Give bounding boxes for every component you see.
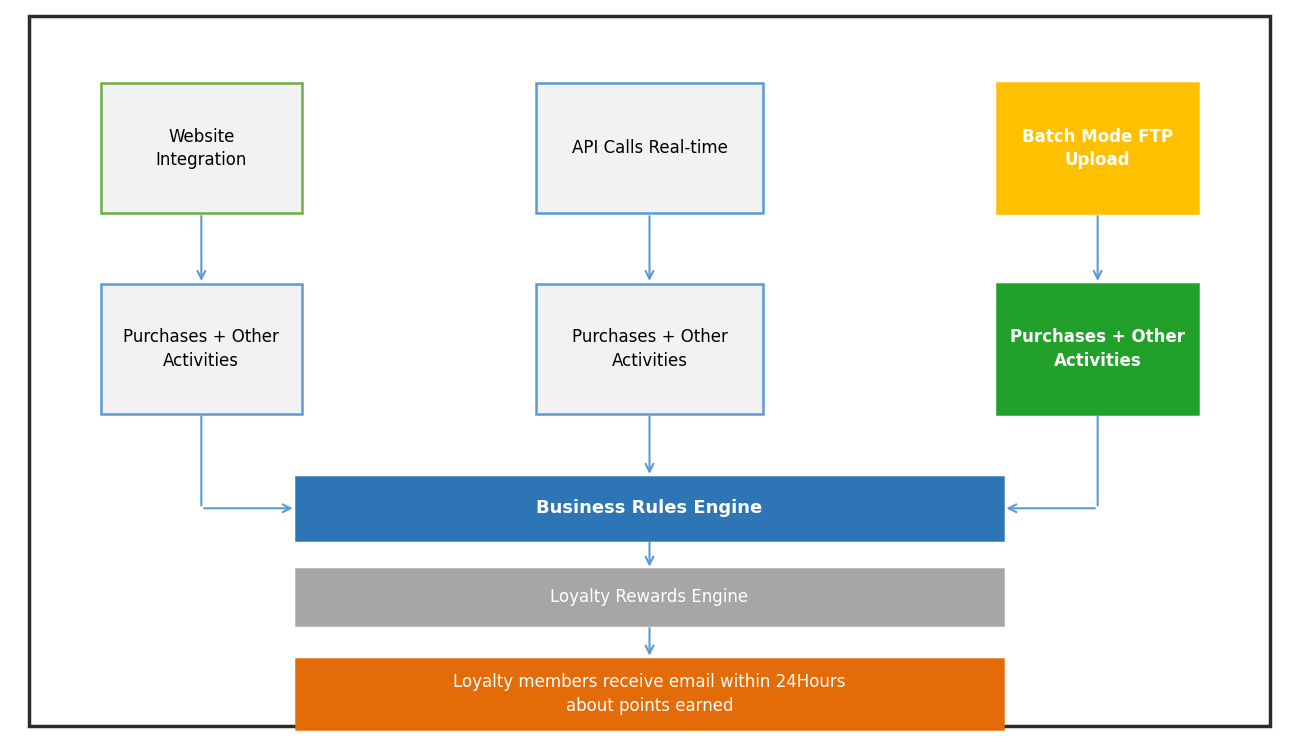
FancyBboxPatch shape bbox=[295, 659, 1003, 729]
FancyBboxPatch shape bbox=[535, 284, 763, 414]
Text: Batch Mode FTP
Upload: Batch Mode FTP Upload bbox=[1022, 128, 1173, 169]
FancyBboxPatch shape bbox=[101, 284, 301, 414]
FancyBboxPatch shape bbox=[998, 84, 1198, 214]
FancyBboxPatch shape bbox=[101, 84, 301, 214]
FancyBboxPatch shape bbox=[295, 570, 1003, 625]
Text: Purchases + Other
Activities: Purchases + Other Activities bbox=[1011, 328, 1185, 370]
Text: Loyalty members receive email within 24Hours
about points earned: Loyalty members receive email within 24H… bbox=[453, 673, 846, 715]
Text: API Calls Real-time: API Calls Real-time bbox=[572, 139, 727, 157]
Text: Loyalty Rewards Engine: Loyalty Rewards Engine bbox=[551, 588, 748, 606]
Text: Business Rules Engine: Business Rules Engine bbox=[536, 499, 763, 517]
Text: Website
Integration: Website Integration bbox=[156, 128, 247, 169]
Text: Purchases + Other
Activities: Purchases + Other Activities bbox=[123, 328, 279, 370]
FancyBboxPatch shape bbox=[998, 284, 1198, 414]
FancyBboxPatch shape bbox=[295, 477, 1003, 540]
FancyBboxPatch shape bbox=[535, 84, 763, 214]
Text: Purchases + Other
Activities: Purchases + Other Activities bbox=[572, 328, 727, 370]
